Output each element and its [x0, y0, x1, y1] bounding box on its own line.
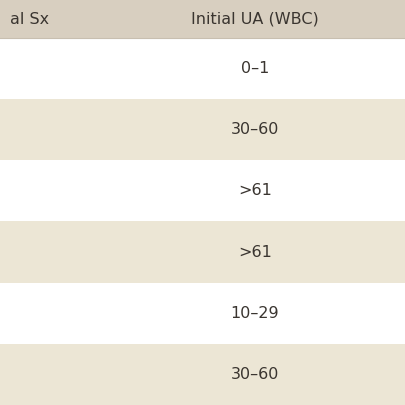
Bar — [0, 344, 405, 405]
Text: 10–29: 10–29 — [231, 306, 279, 321]
Text: al Sx: al Sx — [10, 11, 49, 26]
Text: >61: >61 — [238, 183, 272, 198]
Text: 30–60: 30–60 — [231, 367, 279, 382]
Text: 0–1: 0–1 — [241, 61, 269, 76]
Bar — [0, 99, 405, 160]
Text: 30–60: 30–60 — [231, 122, 279, 137]
Text: Initial UA (WBC): Initial UA (WBC) — [191, 11, 319, 26]
Bar — [0, 38, 405, 99]
Bar — [0, 0, 405, 38]
Bar — [0, 160, 405, 222]
Text: >61: >61 — [238, 245, 272, 260]
Bar — [0, 283, 405, 344]
Bar — [0, 222, 405, 283]
